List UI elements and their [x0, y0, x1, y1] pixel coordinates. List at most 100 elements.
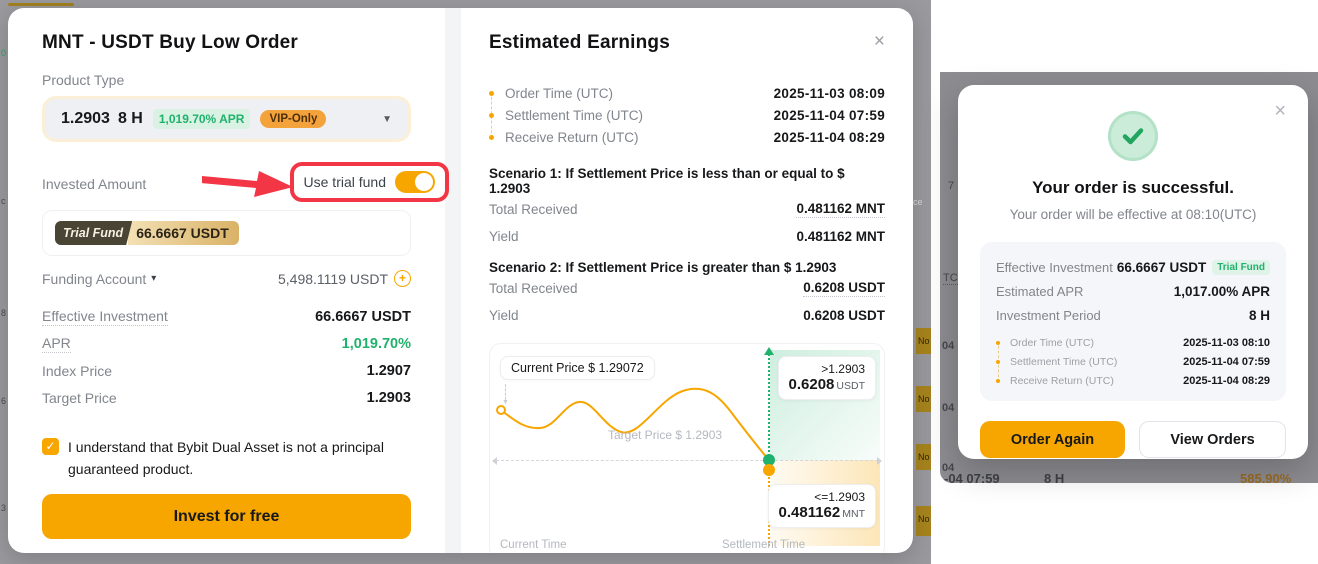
scenario1-heading: Scenario 1: If Settlement Price is less … — [489, 166, 845, 196]
background-badge-fragment: No — [916, 444, 931, 470]
disclaimer-checkbox[interactable]: ✓ — [42, 438, 59, 455]
trial-fund-pill: Trial Fund 66.6667 USDT — [55, 221, 239, 245]
funding-account-balance: 5,498.1119 USDT — [278, 270, 388, 287]
effective-investment-value: 66.6667 USDT Trial Fund — [1117, 259, 1270, 275]
index-price-value: 1.2907 — [366, 362, 411, 379]
current-time-axis-label: Current Time — [500, 539, 567, 551]
background-fragment: ce — [913, 197, 923, 207]
target-price-value: 1.2903 — [366, 389, 411, 406]
upper-value: 0.6208 — [788, 376, 835, 393]
stat-row-index-price: Index Price 1.2907 — [42, 357, 411, 384]
trial-fund-tag: Trial Fund — [55, 221, 132, 245]
toggle-knob — [415, 173, 433, 191]
timeline-dot — [996, 352, 1010, 371]
order-time-value: 2025-11-03 08:09 — [773, 85, 885, 101]
investment-period-label: Investment Period — [996, 307, 1101, 323]
scenario1-total-received-row: Total Received 0.481162 MNT — [489, 196, 885, 223]
use-trial-fund-toggle[interactable] — [395, 171, 435, 193]
down-arrow-icon: ▼ — [502, 399, 509, 406]
yield-label: Yield — [489, 308, 519, 323]
order-again-button[interactable]: Order Again — [980, 421, 1125, 458]
success-check-icon — [1108, 111, 1158, 161]
scenario2-yield-row: Yield 0.6208 USDT — [489, 302, 885, 329]
panel-divider — [445, 8, 461, 553]
caret-down-icon: ▾ — [151, 273, 157, 284]
lower-unit: MNT — [842, 508, 865, 520]
funding-account-selector[interactable]: Funding Account ▾ — [42, 271, 156, 287]
settlement-dot-green — [763, 454, 775, 466]
order-details-card: Effective Investment 66.6667 USDT Trial F… — [980, 242, 1286, 401]
disclaimer-text: I understand that Bybit Dual Asset is no… — [68, 439, 384, 477]
settlement-line-upper — [768, 354, 770, 460]
scenario2-heading: Scenario 2: If Settlement Price is great… — [489, 260, 837, 275]
background-badge-fragment: No — [916, 328, 931, 354]
upper-unit: USDT — [836, 380, 865, 392]
dual-asset-order-dialog: MNT - USDT Buy Low Order Product Type 1.… — [8, 8, 913, 553]
settlement-time-value: 2025-11-04 07:59 — [1183, 355, 1270, 368]
total-received-value: 0.6208 USDT — [803, 280, 885, 297]
estimated-earnings-title: Estimated Earnings — [489, 32, 670, 53]
apr-badge: 1,019.70% APR — [152, 109, 251, 129]
order-time-label: Order Time (UTC) — [1010, 336, 1094, 349]
up-arrow-icon — [764, 347, 774, 355]
lower-value: 0.481162 — [778, 504, 841, 521]
invested-amount-input[interactable]: Trial Fund 66.6667 USDT — [42, 210, 411, 256]
background-tab-fragment — [8, 3, 74, 6]
funding-account-label: Funding Account — [42, 270, 147, 287]
deposit-plus-icon[interactable]: + — [394, 270, 411, 287]
product-type-select[interactable]: 1.2903 8 H 1,019.70% APR VIP-Only ▼ — [42, 96, 411, 142]
target-price-line — [496, 460, 878, 461]
stat-row-target-price: Target Price 1.2903 — [42, 384, 411, 411]
scenario1-yield-row: Yield 0.481162 MNT — [489, 223, 885, 250]
background-row-time: -04 07:59 — [944, 471, 1000, 483]
effective-investment-label: Effective Investment — [42, 307, 168, 326]
earnings-timeline: Order Time (UTC) 2025-11-03 08:09 Settle… — [489, 82, 885, 148]
close-icon[interactable]: × — [873, 31, 885, 52]
stat-row-apr: APR 1,019.70% — [42, 330, 411, 357]
background-fragment: TC — [943, 272, 958, 285]
success-subtitle: Your order will be effective at 08:10(UT… — [1009, 207, 1257, 222]
background-fragment: 6 — [1, 396, 7, 406]
timeline-row-receive: Receive Return (UTC) 2025-11-04 08:29 — [489, 126, 885, 148]
target-price-chart-label: Target Price $ 1.2903 — [608, 428, 723, 442]
yield-value: 0.481162 MNT — [796, 229, 885, 244]
estimated-apr-value: 1,017.00% APR — [1173, 283, 1270, 299]
trial-fund-amount: 66.6667 USDT — [128, 221, 239, 245]
disclaimer-row: ✓ I understand that Bybit Dual Asset is … — [42, 437, 411, 480]
timeline-row-settlement: Settlement Time (UTC) 2025-11-04 07:59 — [996, 352, 1270, 371]
yield-label: Yield — [489, 229, 519, 244]
total-received-value: 0.481162 MNT — [796, 201, 885, 218]
background-fragment: 04 — [942, 402, 955, 414]
view-orders-button[interactable]: View Orders — [1139, 421, 1286, 458]
apr-label: APR — [42, 334, 71, 353]
annotation-highlight-box: Use trial fund — [289, 162, 449, 202]
lower-condition: <=1.2903 — [814, 490, 865, 504]
receive-return-label: Receive Return (UTC) — [1010, 374, 1114, 387]
settlement-time-label: Settlement Time (UTC) — [505, 107, 644, 123]
upper-payoff-box: >1.2903 0.6208 USDT — [777, 356, 876, 400]
annotation-arrow — [202, 171, 293, 197]
receive-return-label: Receive Return (UTC) — [505, 129, 639, 145]
detail-row-effective-investment: Effective Investment 66.6667 USDT Trial F… — [996, 255, 1270, 279]
use-trial-fund-label: Use trial fund — [303, 174, 386, 190]
detail-row-estimated-apr: Estimated APR 1,017.00% APR — [996, 279, 1270, 303]
order-title: MNT - USDT Buy Low Order — [42, 32, 299, 53]
estimated-earnings-panel: Estimated Earnings × Order Time (UTC) 20… — [461, 8, 913, 553]
timeline-dot — [489, 104, 505, 126]
background-fragment: 8 — [1, 308, 7, 318]
investment-period-value: 8 H — [1248, 307, 1270, 323]
settlement-time-label: Settlement Time (UTC) — [1010, 355, 1118, 368]
close-icon[interactable]: × — [1274, 100, 1286, 122]
scenario2-total-received-row: Total Received 0.6208 USDT — [489, 275, 885, 302]
timeline-dot — [489, 82, 505, 104]
yield-value: 0.6208 USDT — [803, 308, 885, 323]
background-badge-fragment: No — [916, 386, 931, 412]
estimated-apr-label: Estimated APR — [996, 283, 1084, 299]
order-success-modal: × Your order is successful. Your order w… — [958, 85, 1308, 459]
invest-button[interactable]: Invest for free — [42, 494, 411, 540]
payoff-chart: Current Price $ 1.29072 ▼ Target Price $… — [489, 343, 885, 553]
trial-fund-badge: Trial Fund — [1212, 259, 1270, 275]
line-arrow-right-icon — [877, 457, 882, 465]
modal-timeline: Order Time (UTC) 2025-11-03 08:10 Settle… — [996, 333, 1270, 390]
